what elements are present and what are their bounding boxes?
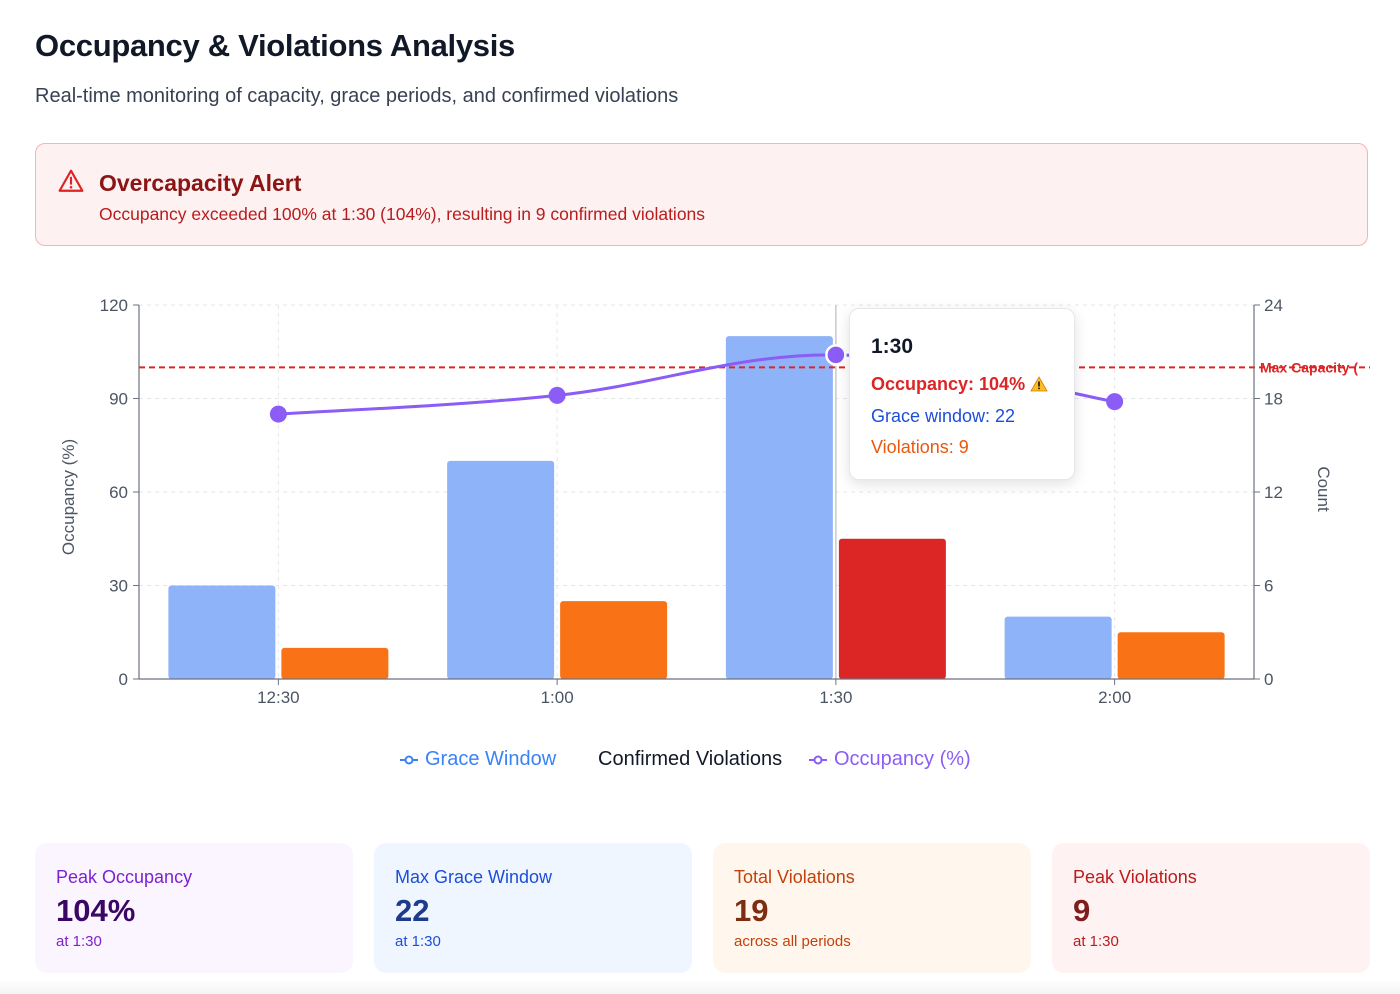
card-max-grace-window: Max Grace Window 22 at 1:30 xyxy=(374,843,692,973)
legend-item-occupancy[interactable]: Occupancy (%) xyxy=(808,748,971,771)
chart-legend: Grace Window Confirmed Violations Occupa… xyxy=(0,748,1400,776)
occupancy-point-active xyxy=(825,344,847,366)
card-label: Peak Violations xyxy=(1073,867,1197,887)
bar-confirmed-violations xyxy=(281,647,389,679)
bar-confirmed-violations xyxy=(1117,632,1225,679)
bar-grace-window xyxy=(725,336,833,679)
max-capacity-label: Max Capacity ( xyxy=(1260,359,1358,375)
legend-item-grace-window[interactable]: Grace Window xyxy=(399,748,556,771)
card-label: Max Grace Window xyxy=(395,867,553,887)
tooltip-title: 1:30 xyxy=(871,335,914,358)
tooltip-occupancy: Occupancy: 104% xyxy=(871,374,1048,395)
card-peak-violations: Peak Violations 9 at 1:30 xyxy=(1052,843,1370,973)
legend-item-confirmed-violations[interactable]: Confirmed Violations xyxy=(598,748,782,771)
y-tick-label: 120 xyxy=(100,296,128,315)
legend-line-icon xyxy=(400,755,418,764)
y2-tick-label: 6 xyxy=(1264,577,1273,596)
card-value: 19 xyxy=(734,893,769,928)
y2-tick-label: 0 xyxy=(1264,670,1273,689)
card-subtext: at 1:30 xyxy=(395,933,441,950)
card-value: 22 xyxy=(395,893,430,928)
y-axis-title: Occupancy (%) xyxy=(59,439,78,555)
occupancy-point xyxy=(548,386,566,404)
tooltip-violations: Violations: 9 xyxy=(871,437,969,457)
bottom-shade xyxy=(0,980,1400,994)
card-subtext: at 1:30 xyxy=(1073,933,1119,950)
card-subtext: across all periods xyxy=(734,933,851,950)
page-subtitle: Real-time monitoring of capacity, grace … xyxy=(35,85,679,107)
card-label: Peak Occupancy xyxy=(56,867,193,887)
card-label: Total Violations xyxy=(734,867,855,887)
x-tick-label: 2:00 xyxy=(1098,688,1131,707)
card-subtext: at 1:30 xyxy=(56,933,102,950)
bar-grace-window xyxy=(1004,616,1112,679)
bar-confirmed-violations xyxy=(560,601,668,679)
bar-grace-window xyxy=(447,460,555,679)
page-title: Occupancy & Violations Analysis xyxy=(35,28,515,63)
y-tick-label: 60 xyxy=(109,483,128,502)
card-value: 104% xyxy=(56,893,136,928)
occupancy-point xyxy=(269,405,287,423)
warning-triangle-icon xyxy=(58,169,84,192)
y2-axis-title: Count xyxy=(1314,466,1333,512)
overcapacity-alert: Overcapacity Alert Occupancy exceeded 10… xyxy=(35,143,1368,246)
legend-label: Confirmed Violations xyxy=(598,748,783,770)
occupancy-point xyxy=(1106,393,1124,411)
y-tick-label: 0 xyxy=(119,670,128,689)
bar-confirmed-violations xyxy=(838,538,946,679)
bar-grace-window xyxy=(168,585,276,679)
y2-tick-label: 12 xyxy=(1264,483,1283,502)
warning-icon xyxy=(1030,376,1048,392)
card-peak-occupancy: Peak Occupancy 104% at 1:30 xyxy=(35,843,353,973)
x-tick-label: 1:30 xyxy=(819,688,852,707)
legend-line-icon xyxy=(809,755,827,764)
tooltip-grace: Grace window: 22 xyxy=(871,406,1016,426)
legend-label: Occupancy (%) xyxy=(834,748,971,770)
alert-message: Occupancy exceeded 100% at 1:30 (104%), … xyxy=(99,204,706,224)
x-tick-label: 12:30 xyxy=(257,688,300,707)
legend-label: Grace Window xyxy=(425,748,557,770)
tooltip-occupancy-text: Occupancy: 104% xyxy=(871,374,1026,394)
occupancy-violations-chart: Max Capacity ( 0 30 60 90 120 0 6 12 18 24 12:30 1:0… xyxy=(59,296,1370,707)
chart-tooltip: 1:30 Occupancy: 104% Grace window: 22 Vi… xyxy=(849,308,1075,480)
y2-tick-label: 24 xyxy=(1264,296,1283,315)
card-total-violations: Total Violations 19 across all periods xyxy=(713,843,1031,973)
y-tick-label: 90 xyxy=(109,390,128,409)
card-value: 9 xyxy=(1073,893,1091,928)
y2-tick-label: 18 xyxy=(1264,390,1283,409)
y-tick-label: 30 xyxy=(109,577,128,596)
x-tick-label: 1:00 xyxy=(541,688,574,707)
alert-title: Overcapacity Alert xyxy=(99,170,302,196)
